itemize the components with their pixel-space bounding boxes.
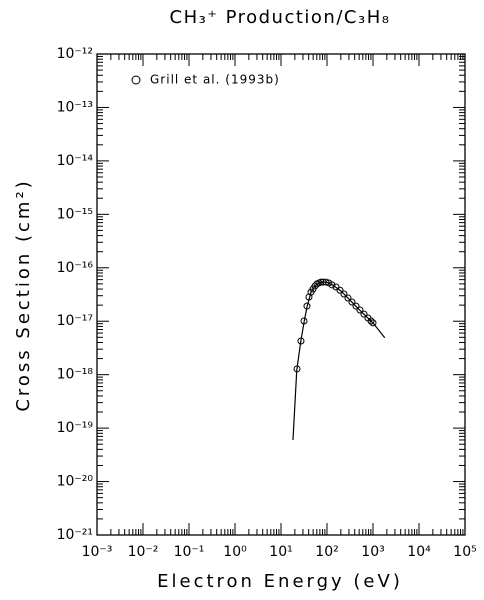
legend-marker bbox=[131, 75, 141, 85]
y-tick-label: 10⁻¹³ bbox=[57, 99, 93, 115]
y-tick-label: 10⁻¹⁷ bbox=[57, 313, 93, 329]
y-tick-label: 10⁻¹⁴ bbox=[57, 153, 94, 169]
y-tick-label: 10⁻¹⁹ bbox=[57, 420, 94, 436]
data-point bbox=[328, 281, 336, 289]
data-point bbox=[336, 286, 344, 294]
chart-title: CH₃⁺ Production/C₃H₈ bbox=[170, 7, 391, 28]
y-tick-label: 10⁻¹⁶ bbox=[57, 260, 94, 276]
x-axis-label: Electron Energy (eV) bbox=[157, 571, 403, 592]
x-tick-label: 10⁻¹ bbox=[174, 544, 205, 560]
x-tick-label: 10⁴ bbox=[407, 544, 431, 560]
y-tick-label: 10⁻¹² bbox=[57, 46, 93, 62]
y-tick-label: 10⁻¹⁸ bbox=[57, 367, 94, 383]
data-point bbox=[360, 310, 368, 318]
x-tick-label: 10⁵ bbox=[453, 544, 476, 560]
y-axis-label: Cross Section (cm²) bbox=[13, 178, 34, 411]
x-tick-label: 10⁻³ bbox=[82, 544, 113, 560]
data-point bbox=[367, 317, 375, 325]
x-tick-label: 10⁰ bbox=[223, 544, 247, 560]
data-point bbox=[340, 290, 348, 298]
data-point bbox=[369, 319, 377, 327]
data-point bbox=[356, 306, 364, 314]
fit-line bbox=[292, 281, 386, 441]
x-tick-label: 10¹ bbox=[269, 544, 292, 560]
plot-frame bbox=[96, 53, 466, 536]
legend-label: Grill et al. (1993b) bbox=[150, 73, 280, 87]
data-point bbox=[352, 302, 360, 310]
data-point bbox=[348, 298, 356, 306]
x-tick-label: 10³ bbox=[361, 544, 384, 560]
x-tick-label: 10⁻² bbox=[128, 544, 159, 560]
y-tick-label: 10⁻²¹ bbox=[57, 527, 93, 543]
y-tick-label: 10⁻²⁰ bbox=[57, 474, 94, 490]
y-tick-label: 10⁻¹⁵ bbox=[57, 206, 93, 222]
x-tick-label: 10² bbox=[315, 544, 338, 560]
data-point bbox=[344, 294, 352, 302]
